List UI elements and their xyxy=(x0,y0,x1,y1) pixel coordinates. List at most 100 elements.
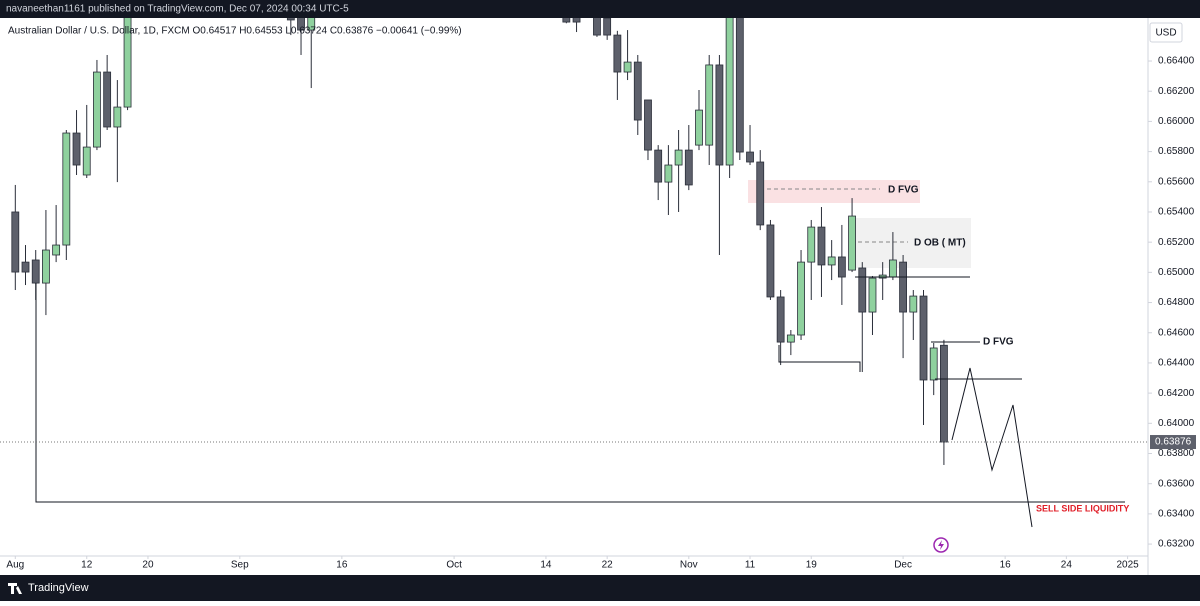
candle-body xyxy=(848,215,856,271)
candle-body xyxy=(52,244,61,256)
y-tick-label: 0.66000 xyxy=(1158,116,1195,127)
header-bar xyxy=(0,0,1200,18)
event-icon-bolt xyxy=(938,540,944,550)
candle-body xyxy=(807,226,816,263)
symbol-legend: Australian Dollar / U.S. Dollar, 1D, FXC… xyxy=(8,26,462,37)
candle-body xyxy=(735,18,744,153)
y-tick-label: 0.64000 xyxy=(1158,418,1195,429)
candle-body xyxy=(909,295,918,313)
candle-body xyxy=(42,249,50,284)
candle-body xyxy=(11,211,20,273)
candle-body xyxy=(286,18,295,21)
annotation: D OB ( MT) xyxy=(914,238,966,249)
candle-body xyxy=(786,334,795,343)
y-tick-label: 0.64200 xyxy=(1158,388,1195,399)
candle-body xyxy=(868,277,877,313)
currency-box[interactable] xyxy=(1149,22,1183,43)
x-tick-label: 16 xyxy=(336,560,348,571)
y-tick-label: 0.63800 xyxy=(1158,448,1195,459)
candle-body xyxy=(919,295,928,381)
candle-body xyxy=(827,256,836,266)
y-tick-label: 0.64600 xyxy=(1158,327,1195,338)
candle-body xyxy=(572,18,581,23)
candle-body xyxy=(62,132,71,246)
candle-body xyxy=(297,18,305,31)
candle-body xyxy=(31,259,40,284)
candle-body xyxy=(93,71,101,148)
candle-body xyxy=(613,34,622,73)
candle-body xyxy=(654,149,663,183)
x-tick-label: 2025 xyxy=(1116,560,1139,571)
x-tick-label: Oct xyxy=(446,560,462,571)
candle-body xyxy=(684,149,693,186)
x-tick-label: 11 xyxy=(745,560,756,571)
y-tick-label: 0.63200 xyxy=(1158,539,1195,550)
candle-body xyxy=(593,18,601,36)
candles xyxy=(11,18,948,465)
ob-zone xyxy=(855,218,971,268)
candle-body xyxy=(929,347,938,381)
drawings xyxy=(35,276,1125,528)
candle-body xyxy=(644,99,652,151)
candle-body xyxy=(776,296,785,343)
y-tick-label: 0.66200 xyxy=(1158,86,1195,97)
candle-body xyxy=(756,161,765,226)
x-tick-label: Aug xyxy=(6,560,24,571)
x-tick-label: 12 xyxy=(81,560,93,571)
liquidity-line xyxy=(35,283,1125,503)
candle-body xyxy=(664,164,673,183)
x-tick-label: 14 xyxy=(540,560,552,571)
x-tick-label: Sep xyxy=(231,560,249,571)
candle-body xyxy=(888,259,897,278)
candle-body xyxy=(21,261,30,273)
y-tick-label: 0.65200 xyxy=(1158,237,1195,248)
event-icon[interactable] xyxy=(933,537,949,553)
candle-body xyxy=(817,226,826,266)
y-tick-label: 0.63400 xyxy=(1158,509,1195,520)
candle-body xyxy=(940,344,948,443)
candle-body xyxy=(72,132,81,166)
annotation: D FVG xyxy=(983,337,1014,348)
y-tick-label: 0.65600 xyxy=(1158,176,1195,187)
candle-body xyxy=(623,61,632,73)
brand: TradingView xyxy=(28,582,89,594)
candle-body xyxy=(766,224,775,298)
y-tick-label: 0.66400 xyxy=(1158,56,1195,67)
candle-body xyxy=(705,64,714,146)
y-tick-label: 0.63600 xyxy=(1158,478,1195,489)
candle-body xyxy=(695,109,703,146)
candle-body xyxy=(797,261,805,336)
currency: USD xyxy=(1155,28,1176,39)
annotation: D FVG xyxy=(888,185,919,196)
candle-body xyxy=(715,64,724,166)
y-tick-label: 0.64400 xyxy=(1158,358,1195,369)
candle-body xyxy=(899,261,907,313)
candle-body xyxy=(603,18,612,36)
footer-bar xyxy=(0,575,1200,601)
fvg-zone xyxy=(748,180,920,203)
candle-body xyxy=(82,146,91,176)
range-bracket xyxy=(778,345,861,372)
candle-body xyxy=(725,18,734,166)
x-tick-label: 22 xyxy=(602,560,614,571)
x-tick-label: 20 xyxy=(142,560,154,571)
projection-path xyxy=(951,367,1033,528)
candle-body xyxy=(562,18,571,23)
y-tick-label: 0.65800 xyxy=(1158,146,1195,157)
x-tick-label: Dec xyxy=(894,560,912,571)
y-tick-label: 0.65000 xyxy=(1158,267,1195,278)
x-tick-label: 16 xyxy=(1000,560,1012,571)
candle-body xyxy=(113,106,122,128)
x-tick-label: 24 xyxy=(1061,560,1073,571)
x-tick-label: Nov xyxy=(680,560,698,571)
candle-body xyxy=(123,18,132,108)
candle-body xyxy=(307,18,316,31)
y-tick-label: 0.65400 xyxy=(1158,207,1195,218)
annotation: SELL SIDE LIQUIDITY xyxy=(1036,503,1129,513)
brand-logo xyxy=(8,583,22,594)
last-price-label: 0.63876 xyxy=(1155,437,1192,448)
candle-body xyxy=(103,71,112,128)
candle-body xyxy=(674,149,683,166)
candle-body xyxy=(837,256,846,278)
